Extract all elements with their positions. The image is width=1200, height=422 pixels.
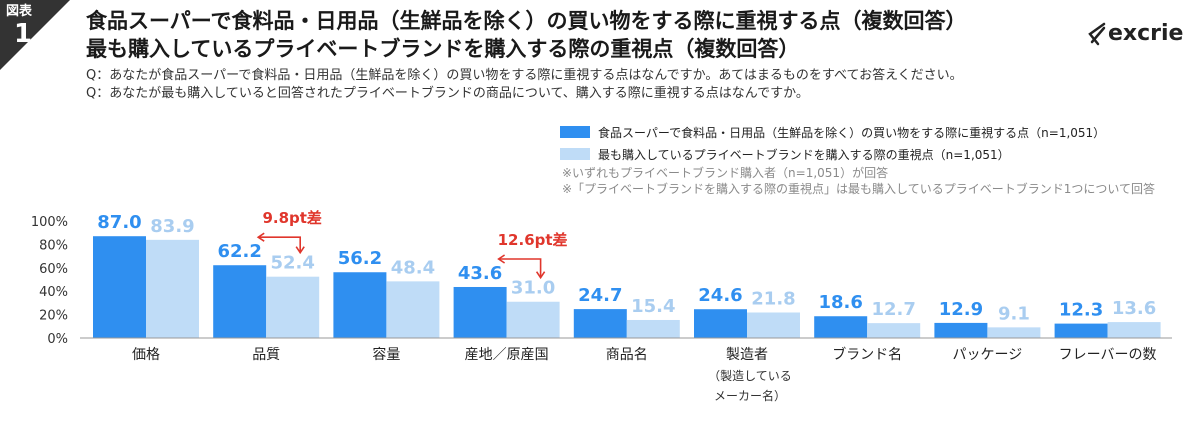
data-label-series1: 24.6	[698, 285, 742, 306]
legend-label-series1: 食品スーパーで食料品・日用品（生鮮品を除く）の買い物をする際に重視する点（n=1…	[598, 125, 1106, 140]
data-label-series2: 83.9	[150, 216, 194, 237]
difference-arrow-line	[498, 258, 542, 278]
excrie-logo: excrie	[1086, 20, 1196, 50]
question-2: Q：あなたが最も購入していると回答されたプライベートブランドの商品について、購入…	[86, 86, 809, 101]
logo-text: excrie	[1108, 21, 1184, 46]
figure-badge: 図表 1	[0, 0, 92, 92]
x-category-label: 価格	[132, 347, 160, 363]
chart-title-line2: 最も購入しているプライベートブランドを購入する際の重視点（複数回答）	[86, 37, 800, 61]
x-category-label: 産地／原産国	[465, 347, 549, 363]
data-label-series2: 21.8	[751, 288, 795, 309]
bar-series2	[146, 239, 199, 338]
bar-series2	[747, 312, 800, 338]
bar-series2	[506, 301, 560, 338]
legend: 食品スーパーで食料品・日用品（生鮮品を除く）の買い物をする際に重視する点（n=1…	[560, 122, 1105, 166]
x-category-label: 製造者	[726, 347, 768, 363]
badge-triangle	[0, 0, 70, 70]
data-label-series2: 48.4	[391, 257, 435, 278]
chart-title-line1: 食品スーパーで食料品・日用品（生鮮品を除く）の買い物をする際に重視する点（複数回…	[86, 9, 967, 33]
legend-item-series1: 食品スーパーで食料品・日用品（生鮮品を除く）の買い物をする際に重視する点（n=1…	[560, 122, 1105, 142]
legend-label-series2: 最も購入しているプライベートブランドを購入する際の重視点（n=1,051）	[598, 147, 1010, 162]
difference-arrow-head-down	[535, 271, 546, 280]
bar-series1	[1054, 323, 1108, 338]
bar-series1	[814, 316, 868, 338]
legend-swatch-series2	[560, 148, 590, 160]
category-sublabel-1: （製造している	[708, 369, 792, 383]
logo-mark-icon	[1088, 22, 1106, 46]
legend-swatch-series1	[560, 126, 590, 138]
note-1: ※いずれもプライベートブランド購入者（n=1,051）が回答	[562, 166, 889, 180]
bar-series2	[867, 323, 921, 338]
difference-arrow-line	[258, 236, 301, 253]
bar-series2	[987, 327, 1041, 338]
question-1: Q：あなたが食品スーパーで食料品・日用品（生鮮品を除く）の買い物をする際に重視す…	[86, 68, 963, 83]
category-sublabel-2: メーカー名）	[713, 389, 786, 403]
badge-number: 1	[14, 19, 33, 49]
data-label-series1: 12.9	[939, 299, 983, 320]
x-category-label: 品質	[252, 347, 280, 363]
data-label-series2: 12.7	[871, 299, 915, 320]
data-label-series1: 87.0	[97, 212, 141, 233]
bar-series1	[453, 286, 507, 338]
y-tick-label: 0%	[47, 332, 68, 347]
data-label-series2: 31.0	[511, 278, 555, 299]
difference-arrow-head-left	[256, 232, 265, 242]
x-category-label: 商品名	[606, 347, 648, 363]
bar-series2	[626, 319, 680, 338]
difference-annotation: 12.6pt差	[498, 231, 568, 249]
badge-label: 図表	[6, 4, 33, 19]
difference-arrow-head-down	[295, 246, 305, 255]
bar-series1	[93, 236, 146, 338]
data-label-series1: 18.6	[818, 292, 862, 313]
bar-series1	[213, 265, 267, 338]
data-label-series1: 62.2	[217, 241, 261, 262]
data-label-series1: 56.2	[338, 248, 382, 269]
data-label-series1: 24.7	[578, 285, 622, 306]
data-label-series2: 13.6	[1112, 298, 1156, 319]
x-category-label: ブランド名	[832, 346, 902, 363]
note-2: ※「プライベートブランドを購入する際の重視点」は最も購入しているプライベートブラ…	[562, 182, 1155, 196]
y-tick-label: 40%	[39, 285, 68, 300]
bar-series1	[694, 309, 747, 338]
y-tick-label: 60%	[39, 262, 68, 277]
data-label-series2: 15.4	[631, 296, 675, 317]
difference-annotation: 9.8pt差	[262, 209, 321, 227]
data-label-series2: 52.4	[270, 253, 314, 274]
bar-series1	[333, 272, 387, 338]
y-tick-label: 80%	[39, 238, 68, 253]
data-label-series1: 43.6	[458, 263, 502, 284]
bar-chart: 0% 20% 40% 60% 80% 100% 87.0 83.9 価格 62.2 52.4 品質 56…	[31, 209, 1172, 363]
difference-arrow-head-left	[497, 254, 506, 264]
bar-series1	[934, 322, 988, 338]
data-label-series2: 9.1	[998, 303, 1030, 324]
y-tick-label: 100%	[31, 215, 68, 230]
bar-series1	[573, 309, 627, 338]
legend-item-series2: 最も購入しているプライベートブランドを購入する際の重視点（n=1,051）	[560, 144, 1105, 164]
bar-series2	[266, 276, 320, 338]
x-category-label: パッケージ	[953, 347, 1023, 363]
bar-series2	[386, 281, 440, 338]
x-category-label: 容量	[372, 346, 400, 363]
data-label-series1: 12.3	[1059, 300, 1103, 321]
y-tick-label: 20%	[39, 309, 68, 324]
bar-series2	[1107, 322, 1161, 338]
x-category-label: フレーバーの数	[1059, 347, 1157, 363]
